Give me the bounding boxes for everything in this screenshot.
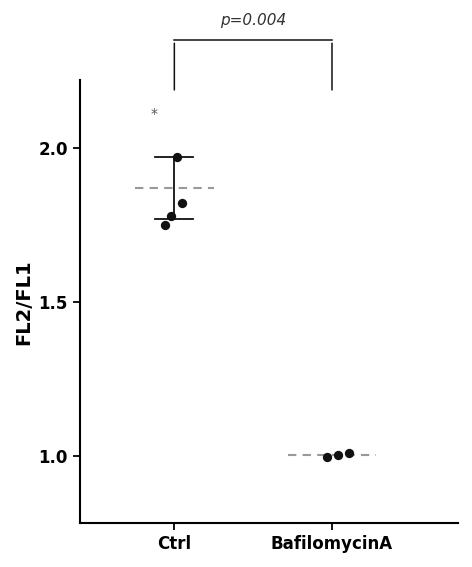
Y-axis label: FL2/FL1: FL2/FL1	[14, 259, 33, 345]
Text: *: *	[151, 107, 157, 121]
Text: p=0.004: p=0.004	[220, 13, 287, 28]
Point	[335, 450, 342, 459]
Point	[174, 153, 181, 162]
Point	[178, 199, 186, 208]
Point	[346, 448, 353, 458]
Point	[168, 211, 175, 221]
Point	[161, 221, 169, 230]
Point	[323, 452, 331, 461]
